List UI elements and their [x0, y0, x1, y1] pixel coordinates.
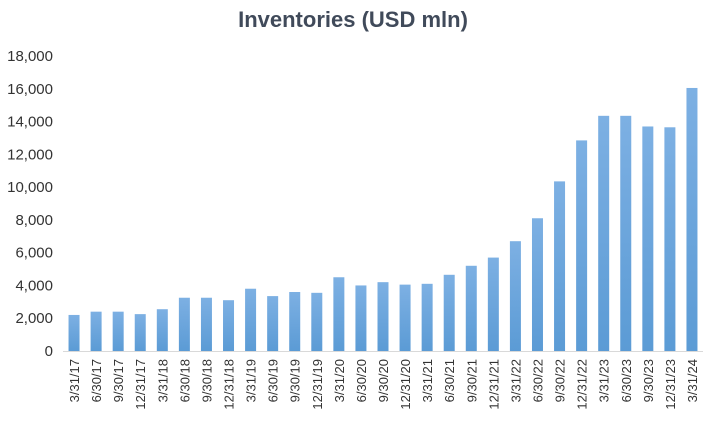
y-tick-label: 12,000: [7, 146, 53, 163]
x-tick-label: 12/31/22: [575, 359, 590, 410]
x-tick-label: 9/30/22: [553, 359, 568, 402]
x-tick-label: 9/30/20: [376, 359, 391, 402]
bar: [355, 285, 367, 351]
x-tick-label: 12/31/17: [133, 359, 148, 410]
x-tick-label: 9/30/17: [111, 359, 126, 402]
bars: [68, 87, 698, 352]
bar: [134, 314, 146, 351]
x-tick-label: 6/30/22: [530, 359, 545, 402]
bar: [465, 265, 477, 351]
x-tick-label: 12/31/21: [486, 359, 501, 410]
y-tick-label: 16,000: [7, 81, 53, 98]
x-tick-label: 6/30/17: [89, 359, 104, 402]
x-tick-label: 3/31/22: [508, 359, 523, 402]
y-tick-label: 14,000: [7, 114, 53, 131]
bar: [289, 292, 301, 351]
y-tick-label: 10,000: [7, 179, 53, 196]
x-tick-label: 9/30/21: [464, 359, 479, 402]
x-tick-label: 3/31/17: [67, 359, 82, 402]
x-tick-label: 3/31/20: [332, 359, 347, 402]
x-tick-label: 12/31/18: [222, 359, 237, 410]
y-tick-label: 4,000: [15, 277, 53, 294]
bar: [576, 140, 588, 351]
bar: [598, 115, 610, 351]
y-tick-label: 6,000: [15, 245, 53, 262]
bar: [399, 284, 411, 351]
bar: [68, 314, 80, 351]
bar: [377, 282, 389, 351]
y-tick-label: 2,000: [15, 310, 53, 327]
x-tick-label: 3/31/21: [420, 359, 435, 402]
x-tick-label: 12/31/23: [663, 359, 678, 410]
x-tick-label: 9/30/18: [199, 359, 214, 402]
x-tick-label: 3/31/23: [597, 359, 612, 402]
bar: [112, 311, 124, 351]
bar: [531, 218, 543, 351]
y-axis: 0 2,000 4,000 6,000 8,000 10,000 12,000 14,000 1…: [7, 48, 53, 360]
bar: [90, 311, 102, 351]
bar: [223, 300, 235, 351]
x-tick-label: 6/30/21: [442, 359, 457, 402]
x-tick-label: 6/30/18: [177, 359, 192, 402]
chart-title: Inventories (USD mln): [238, 7, 468, 32]
x-tick-label: 3/31/19: [244, 359, 259, 402]
bar: [509, 241, 521, 351]
bar: [642, 126, 654, 351]
x-tick-label: 9/30/23: [641, 359, 656, 402]
x-axis: 3/31/17 6/30/17 9/30/17 12/31/17 3/31/18 6/30…: [67, 359, 700, 410]
bar: [487, 257, 499, 351]
bar: [311, 292, 323, 351]
x-tick-label: 6/30/19: [266, 359, 281, 402]
bar: [178, 297, 190, 351]
bar: [245, 288, 257, 351]
y-tick-label: 18,000: [7, 48, 53, 65]
bar: [333, 277, 345, 351]
x-tick-label: 6/30/20: [354, 359, 369, 402]
y-tick-label: 8,000: [15, 212, 53, 229]
y-tick-label: 0: [45, 343, 53, 360]
bar: [686, 87, 698, 351]
x-tick-label: 3/31/24: [685, 359, 700, 402]
bar: [200, 297, 212, 351]
x-tick-label: 3/31/18: [155, 359, 170, 402]
bar: [267, 296, 279, 351]
bar: [443, 274, 455, 351]
bar: [421, 283, 433, 351]
x-tick-label: 12/31/20: [398, 359, 413, 410]
x-tick-label: 9/30/19: [288, 359, 303, 402]
bar: [620, 115, 632, 351]
x-tick-label: 6/30/23: [619, 359, 634, 402]
x-tick-label: 12/31/19: [310, 359, 325, 410]
bar: [664, 127, 676, 352]
bar: [156, 309, 168, 351]
bar: [554, 181, 566, 351]
